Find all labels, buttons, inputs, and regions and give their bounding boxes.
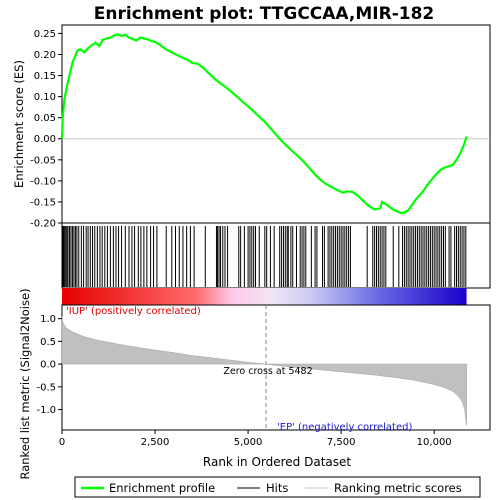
metric-y-tick-label: 0.0	[40, 360, 56, 371]
chart-title: Enrichment plot: TTGCCAA,MIR-182	[94, 4, 434, 24]
legend: Enrichment profile Hits Ranking metric s…	[74, 476, 481, 498]
hit-lines	[61, 226, 467, 287]
es-y-tick-label: 0.10	[34, 92, 56, 103]
es-profile-line	[60, 33, 468, 215]
x-tick-label: 5,000	[234, 437, 263, 448]
es-y-tick-label: 0.25	[34, 29, 56, 40]
metric-y-ticks: -1.0 -0.5 0.0 0.5 1.0	[36, 314, 62, 416]
metric-area	[61, 316, 467, 426]
legend-box	[74, 476, 481, 498]
x-tick-label: 2,500	[141, 437, 170, 448]
metric-y-axis-label: Ranked list metric (Signal2Noise)	[18, 288, 32, 479]
colorbar-gradient	[62, 288, 467, 305]
x-tick-label: 10,000	[417, 437, 452, 448]
metric-panel: -1.0 -0.5 0.0 0.5 1.0 Zero cross at 5482 'IU…	[18, 288, 491, 480]
positive-label: 'IUP' (positively correlated)	[66, 306, 201, 317]
metric-y-tick-label: 0.5	[40, 337, 56, 348]
es-y-ticks: -0.20 -0.15 -0.10 -0.05 0.00 0.05 0.10 0.15 0.20…	[30, 29, 62, 230]
metric-y-tick-label: -1.0	[36, 405, 56, 416]
x-tick-label: 0	[59, 437, 65, 448]
hits-panel	[61, 222, 491, 289]
legend-label-ranking: Ranking metric scores	[334, 481, 462, 495]
hits-area	[61, 222, 491, 289]
es-y-tick-label: 0.00	[34, 134, 56, 145]
metric-y-tick-label: 1.0	[40, 314, 56, 325]
metric-y-tick-label: -0.5	[36, 382, 56, 393]
x-tick-label: 7,500	[327, 437, 356, 448]
zero-cross-label: Zero cross at 5482	[223, 366, 312, 377]
rank-colorbar	[62, 288, 467, 305]
legend-label-enrichment: Enrichment profile	[109, 481, 215, 495]
es-panel: -0.20 -0.15 -0.10 -0.05 0.00 0.05 0.10 0.15 0.20…	[12, 24, 491, 230]
es-y-tick-label: 0.15	[34, 71, 56, 82]
negative-label: 'EP' (negatively correlated)	[277, 422, 412, 433]
es-plot-area	[61, 24, 491, 224]
es-y-tick-label: -0.05	[30, 155, 56, 166]
es-y-tick-label: 0.05	[34, 113, 56, 124]
legend-label-hits: Hits	[266, 481, 288, 495]
es-y-tick-label: -0.20	[30, 219, 56, 230]
es-y-tick-label: 0.20	[34, 50, 56, 61]
es-y-tick-label: -0.10	[30, 176, 56, 187]
es-y-tick-label: -0.15	[30, 197, 56, 208]
x-axis: 0 2,500 5,000 7,500 10,000	[59, 430, 452, 448]
x-axis-label: Rank in Ordered Dataset	[203, 455, 351, 469]
es-y-axis-label: Enrichment score (ES)	[12, 60, 26, 188]
